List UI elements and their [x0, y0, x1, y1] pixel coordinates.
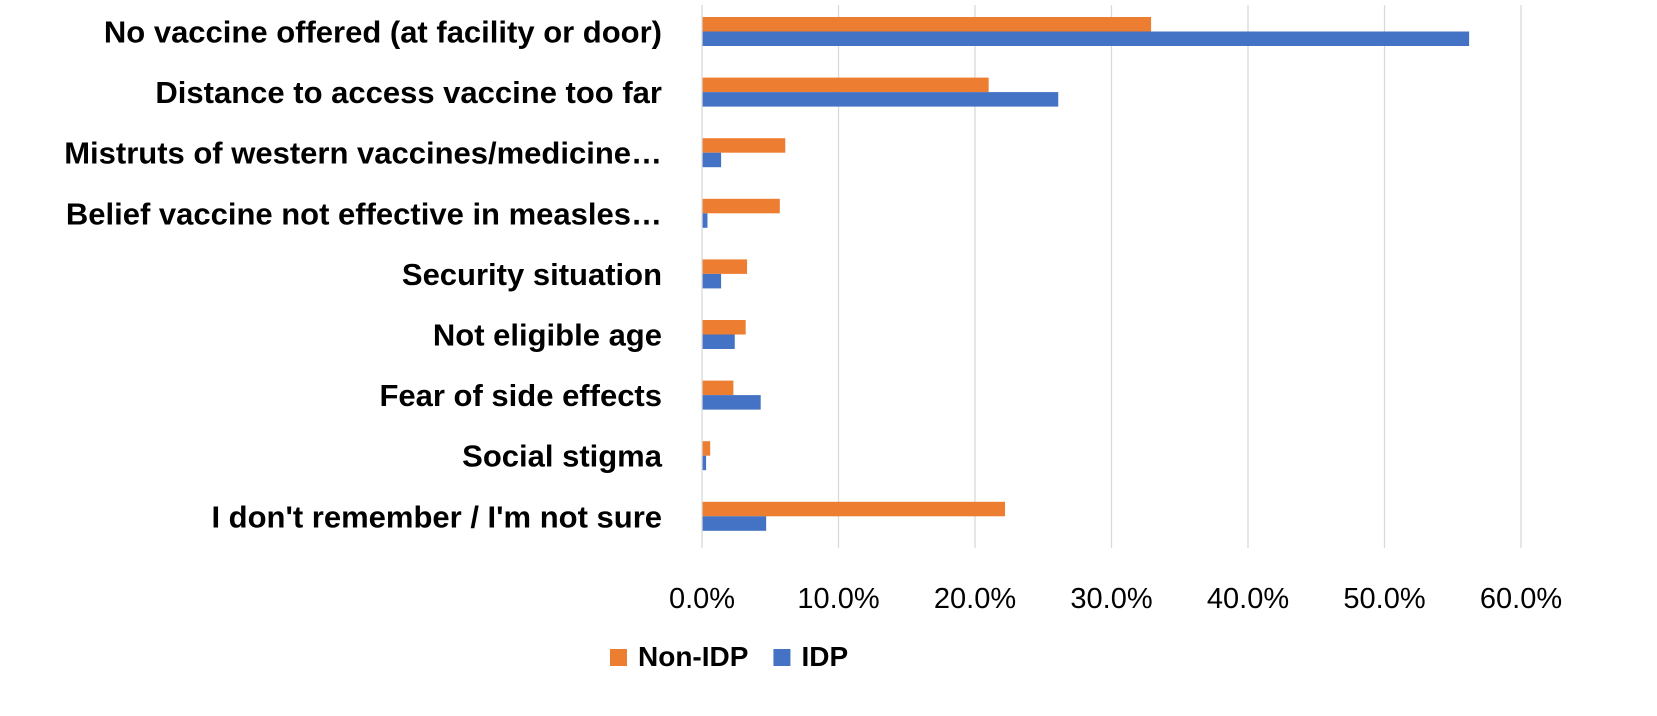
legend: Non-IDP IDP — [610, 641, 848, 672]
bar-idp — [702, 92, 1059, 107]
bar-idp — [702, 273, 722, 289]
x-tick-label: 20.0% — [934, 583, 1016, 615]
bar-idp — [702, 334, 735, 349]
category-labels: No vaccine offered (at facility or door)… — [64, 15, 663, 535]
x-tick-label: 30.0% — [1070, 583, 1152, 615]
category-label: Security situation — [402, 257, 662, 292]
bars — [702, 17, 1470, 531]
bar-non-idp — [702, 380, 734, 396]
legend-label: IDP — [801, 641, 848, 672]
category-label: No vaccine offered (at facility or door) — [104, 15, 662, 50]
x-tick-label: 50.0% — [1343, 583, 1425, 615]
bar-idp — [702, 455, 707, 471]
legend-swatch — [610, 649, 627, 666]
bar-non-idp — [702, 138, 786, 153]
bar-idp — [702, 395, 761, 410]
legend-label: Non-IDP — [638, 641, 748, 672]
category-label: I don't remember / I'm not sure — [211, 499, 662, 534]
category-label: Mistruts of western vaccines/medicine… — [64, 136, 662, 171]
bar-non-idp — [702, 320, 746, 335]
category-label: Belief vaccine not effective in measles… — [66, 196, 662, 231]
category-label: Distance to access vaccine too far — [155, 75, 662, 110]
bar-idp — [702, 31, 1470, 46]
category-label: Not eligible age — [433, 318, 662, 353]
x-tick-label: 0.0% — [669, 583, 735, 615]
legend-swatch — [773, 649, 791, 666]
bar-non-idp — [702, 77, 989, 93]
x-tick-labels: 0.0% 10.0% 20.0% 30.0% 40.0% 50.0% 60.0% — [669, 583, 1562, 615]
x-tick-label: 10.0% — [797, 583, 879, 615]
bar-idp — [702, 152, 722, 168]
bar-idp — [702, 516, 767, 531]
bar-idp — [702, 213, 708, 228]
bar-non-idp — [702, 501, 1006, 517]
bar-non-idp — [702, 17, 1152, 32]
bar-non-idp — [702, 441, 711, 456]
x-tick-label: 40.0% — [1207, 583, 1289, 615]
category-label: Social stigma — [462, 439, 663, 474]
bar-non-idp — [702, 198, 780, 214]
x-tick-label: 60.0% — [1480, 583, 1562, 615]
category-label: Fear of side effects — [379, 378, 662, 413]
bar-non-idp — [702, 259, 748, 274]
